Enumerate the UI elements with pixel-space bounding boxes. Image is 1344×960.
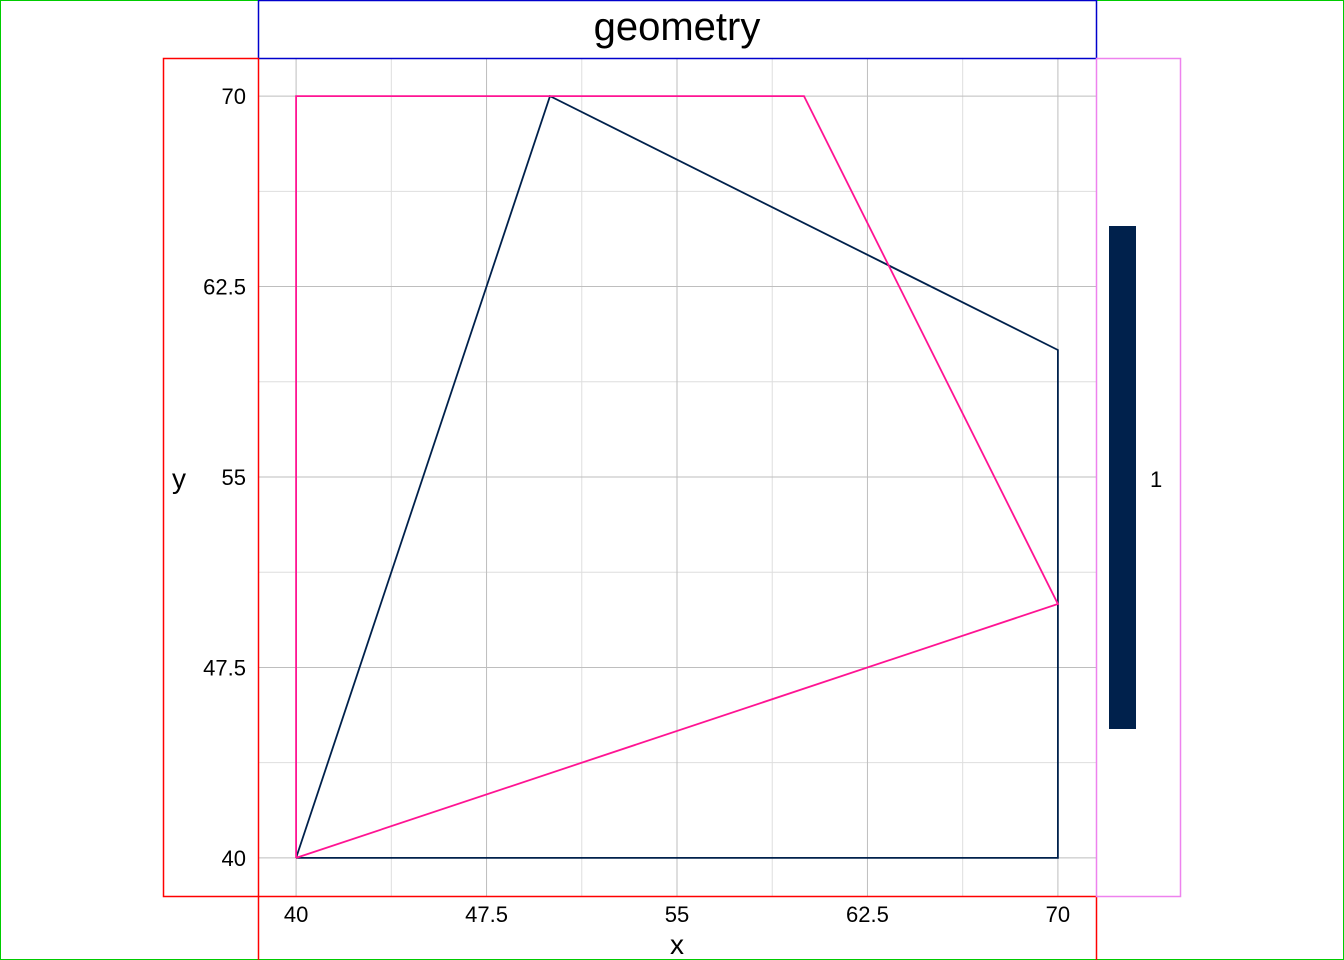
x-tick-label: 47.5 xyxy=(465,902,508,927)
y-tick-labels: 40 47.5 55 62.5 70 xyxy=(203,84,246,871)
y-tick-label: 70 xyxy=(222,84,246,109)
y-tick-label: 40 xyxy=(222,846,246,871)
y-tick-label: 55 xyxy=(222,465,246,490)
x-tick-label: 40 xyxy=(284,902,308,927)
chart-title: geometry xyxy=(594,5,761,49)
y-axis-label: y xyxy=(172,463,186,494)
title-frame xyxy=(257,0,1098,60)
x-axis-label: x xyxy=(670,929,684,960)
y-tick-label: 47.5 xyxy=(203,655,246,680)
legend-label: 1 xyxy=(1150,467,1162,492)
y-tick-label: 62.5 xyxy=(203,275,246,300)
x-tick-label: 55 xyxy=(665,902,689,927)
x-tick-labels: 40 47.5 55 62.5 70 xyxy=(284,902,1070,927)
series-line-2 xyxy=(295,95,1060,859)
series-layer xyxy=(295,94,1060,859)
grid-layer xyxy=(258,58,1096,896)
x-tick-label: 70 xyxy=(1046,902,1070,927)
series-line-1 xyxy=(295,94,1059,859)
legend-color-bar xyxy=(1109,226,1136,729)
legend-frame xyxy=(1095,57,1182,898)
y-axis-frame xyxy=(162,57,260,898)
x-tick-label: 62.5 xyxy=(846,902,889,927)
x-axis-frame xyxy=(257,895,1098,960)
